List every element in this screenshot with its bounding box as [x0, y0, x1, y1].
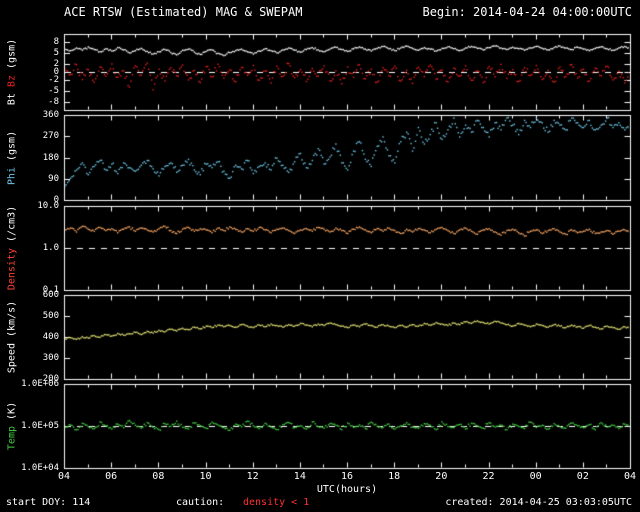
- ylabel-part-gsm: (gsm): [6, 130, 18, 161]
- ytick-mag--2: -2: [48, 74, 59, 85]
- caution-label: caution:: [176, 497, 225, 508]
- ytick-speed-400: 400: [42, 332, 59, 342]
- ytick-speed-200: 200: [42, 374, 59, 384]
- ylabel-phi: Phi (gsm): [7, 130, 18, 184]
- ytick-speed-600: 600: [42, 290, 59, 300]
- ytick-phi-270: 270: [42, 131, 59, 142]
- ylabel-speed: Speed (km/s): [7, 301, 18, 373]
- caution-value: density < 1: [243, 497, 310, 508]
- ylabel-part-kms: (km/s): [6, 300, 18, 337]
- xtick-2-08: 08: [152, 471, 165, 482]
- ytick-mag-2: 2: [53, 59, 59, 70]
- xtick-6-16: 16: [340, 471, 354, 482]
- ylabel-mag: Bt Bz (gsm): [7, 39, 18, 105]
- ylabel-part-bz: Bz: [6, 75, 18, 88]
- ytick-mag-5: 5: [53, 48, 59, 58]
- start-doy-label: start DOY: 114: [6, 497, 91, 508]
- begin-timestamp: Begin: 2014-04-24 04:00:00UTC: [422, 5, 632, 19]
- xtick-1-06: 06: [105, 471, 118, 482]
- ytick-density-1.0: 1.0: [42, 243, 59, 253]
- ytick-phi-180: 180: [42, 152, 59, 163]
- ytick-phi-0: 0: [53, 195, 59, 205]
- ylabel-part-temp: Temp: [6, 426, 18, 451]
- xtick-7-18: 18: [388, 471, 401, 482]
- ytick-mag-0: 0: [53, 67, 59, 77]
- ylabel-part-k: (K): [6, 401, 18, 420]
- ytick-temp-1.0E+05: 1.0E+05: [21, 421, 59, 431]
- x-axis-title: UTC(hours): [316, 484, 378, 495]
- xtick-8-20: 20: [435, 471, 448, 482]
- xtick-4-12: 12: [246, 471, 259, 482]
- xtick-11-02: 02: [576, 471, 589, 482]
- ylabel-part-gsm: (gsm): [6, 38, 18, 69]
- ytick-density-10.0: 10.0: [37, 201, 59, 211]
- ytick-mag--8: -8: [48, 97, 59, 108]
- xtick-12-04: 04: [623, 471, 637, 482]
- ylabel-density: Density (/cm3): [7, 206, 18, 290]
- ylabel-part-cm3: (/cm3): [6, 205, 18, 242]
- created-timestamp: created: 2014-04-25 03:03:05UTC: [445, 497, 632, 508]
- ylabel-part-phi: Phi: [6, 166, 18, 185]
- ytick-mag--5: -5: [48, 86, 59, 96]
- xtick-9-22: 22: [482, 471, 495, 482]
- ytick-density-0.1: 0.1: [42, 285, 59, 295]
- xtick-5-14: 14: [293, 471, 306, 482]
- ytick-speed-500: 500: [42, 311, 59, 321]
- xtick-3-10: 10: [199, 471, 212, 482]
- ytick-temp-1.0E+06: 1.0E+06: [21, 379, 59, 389]
- ylabel-part-bt: Bt: [6, 93, 18, 106]
- plot-title: ACE RTSW (Estimated) MAG & SWEPAM: [64, 5, 303, 19]
- ylabel-temp: Temp (K): [7, 402, 18, 450]
- ytick-phi-360: 360: [42, 110, 59, 120]
- ylabel-part-density: Density: [6, 248, 18, 291]
- ytick-speed-300: 300: [42, 353, 59, 363]
- xtick-10-00: 00: [529, 471, 542, 482]
- ylabel-part-speed: Speed: [6, 343, 18, 374]
- ytick-mag-8: 8: [53, 36, 59, 47]
- xtick-0-04: 04: [57, 471, 71, 482]
- ytick-temp-1.0E+04: 1.0E+04: [21, 463, 59, 473]
- ytick-phi-90: 90: [48, 173, 59, 184]
